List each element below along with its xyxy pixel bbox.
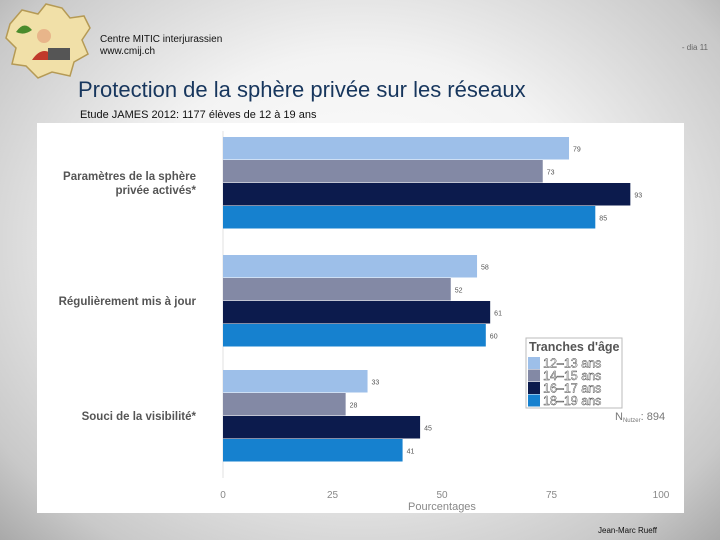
- legend-swatch: [528, 369, 540, 382]
- category-label: Paramètres de la sphère: [63, 171, 196, 183]
- bar-value-label: 79: [573, 147, 581, 154]
- bar: [223, 137, 570, 160]
- bar: [223, 370, 368, 393]
- bar-value-label: 93: [634, 193, 642, 200]
- legend-entry: 18–19 ans: [543, 394, 601, 408]
- bar: [223, 416, 421, 439]
- bar: [223, 183, 631, 206]
- x-tick-label: 50: [436, 490, 448, 501]
- bar: [223, 255, 478, 278]
- legend-swatch: [528, 394, 540, 407]
- x-tick-label: 100: [653, 490, 670, 501]
- page-subtitle: Etude JAMES 2012: 1177 élèves de 12 à 19…: [80, 109, 317, 121]
- bar: [223, 278, 451, 301]
- bar-value-label: 60: [490, 334, 498, 341]
- bar: [223, 206, 596, 229]
- bar-chart: 79 73 93 85 Paramètres de la sphère privée ac…: [37, 123, 684, 513]
- bar-value-label: 73: [547, 170, 555, 177]
- bar-value-label: 41: [407, 449, 415, 456]
- n-annotation: NNutzer: 894: [615, 411, 665, 424]
- x-tick-label: 0: [220, 490, 226, 501]
- bar: [223, 439, 403, 462]
- legend-swatch: [528, 382, 540, 394]
- logo-leaf: [16, 25, 32, 34]
- bar-value-label: 85: [599, 216, 607, 223]
- bar-value-label: 52: [455, 288, 463, 295]
- legend-box: [525, 337, 623, 409]
- legend-title: Tranches d'âge: [529, 340, 620, 354]
- website-link[interactable]: www.cmij.ch: [100, 46, 156, 57]
- x-tick-label: 25: [327, 490, 339, 501]
- bar-value-label: 33: [372, 380, 380, 387]
- x-tick-label: 75: [546, 490, 558, 501]
- x-axis-label: Pourcentages: [408, 501, 476, 513]
- category-label: Souci de la visibilité*: [82, 411, 197, 423]
- bar: [223, 301, 491, 324]
- page-title: Protection de la sphère privée sur les r…: [78, 77, 526, 102]
- bar: [223, 393, 346, 416]
- bar-value-label: 58: [481, 265, 489, 272]
- logo-laptop: [48, 48, 70, 60]
- bar: [223, 324, 486, 347]
- category-label: Régulièrement mis à jour: [59, 296, 197, 308]
- slide-number: - dia 11: [681, 43, 708, 52]
- category-label: privée activés*: [115, 185, 196, 197]
- cmij-logo: [4, 2, 96, 80]
- legend-entry: 16–17 ans: [543, 382, 601, 396]
- legend-entry: 12–13 ans: [543, 357, 601, 371]
- bar-value-label: 28: [350, 403, 358, 410]
- legend-swatch: [528, 357, 540, 369]
- legend-entry: 14–15 ans: [543, 369, 601, 383]
- bar-value-label: 61: [494, 311, 502, 318]
- bar-value-label: 45: [424, 426, 432, 433]
- chart-svg: 79 73 93 85 Paramètres de la sphère privée ac…: [59, 131, 670, 513]
- footer-author: Jean-Marc Rueff: [598, 526, 657, 535]
- logo-figure-head: [37, 29, 51, 43]
- org-name: Centre MITIC interjurassien: [100, 34, 223, 45]
- bar: [223, 160, 543, 183]
